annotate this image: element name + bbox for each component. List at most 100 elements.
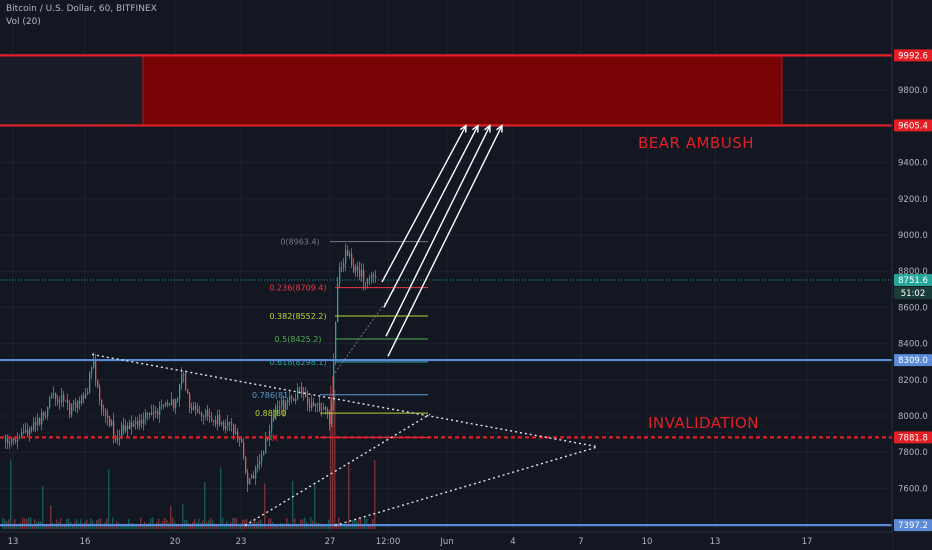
candle-body (249, 478, 251, 485)
price-tag-label: 8309.0 (898, 356, 928, 366)
volume-bar (114, 524, 116, 529)
projection-arrow-shaft (387, 125, 503, 357)
candle-body (111, 420, 113, 426)
projection-arrow-head (471, 124, 479, 133)
candle-body (201, 412, 203, 416)
candle-body (189, 393, 191, 409)
candle-body (5, 435, 7, 442)
candle-body (171, 399, 173, 406)
volume-bar (60, 518, 62, 529)
volume-bar (268, 518, 270, 529)
time-tick-label: 7 (578, 537, 583, 547)
candle-body (137, 421, 139, 426)
volume-bar (136, 523, 138, 529)
volume-bar (152, 517, 154, 529)
volume-legend[interactable]: Vol (20) (6, 17, 41, 27)
time-axis[interactable]: 13 16 20 23 27 12:00 Jun 4 7 10 13 17 (0, 531, 892, 550)
price-tick-label: 8000.0 (898, 412, 928, 422)
volume-bar (94, 525, 96, 529)
fib-level-label: 0.236(8709.4) (269, 284, 326, 293)
volume-bar (72, 524, 74, 529)
candle-body (143, 418, 145, 424)
volume-bar (112, 517, 114, 529)
candle-body (27, 429, 29, 435)
volume-bar (358, 518, 360, 529)
volume-bar (32, 526, 34, 529)
price-tag-box (894, 119, 932, 132)
candle-body (221, 422, 223, 425)
price-tag-box (894, 354, 932, 367)
projection-arrow-head (484, 124, 491, 133)
candle-body (295, 399, 297, 401)
volume-bar (284, 523, 286, 529)
volume-bar (24, 518, 26, 529)
volume-bar (190, 525, 192, 529)
candle-body (223, 422, 225, 429)
candle-body (307, 397, 309, 405)
candle-body (253, 475, 255, 479)
volume-bar (10, 459, 12, 529)
fib-level-label: 0.786(81 (252, 391, 288, 400)
candle-body (133, 424, 135, 427)
volume-bar (228, 525, 230, 529)
price-tick-label: 7600.0 (898, 484, 928, 494)
volume-bar (286, 518, 288, 529)
candle-body (135, 421, 137, 425)
volume-bar (362, 525, 364, 529)
candle-body (15, 440, 17, 442)
volume-bar (214, 523, 216, 529)
chart-annotation-text: INVALIDATION (648, 414, 759, 432)
candle-body (117, 437, 119, 441)
volume-bar (314, 481, 316, 529)
volume-bar (12, 525, 14, 529)
volume-bar (234, 517, 236, 529)
time-tick-label: 20 (170, 537, 181, 547)
volume-bar (224, 523, 226, 529)
candle-body (123, 425, 125, 432)
volume-bar (232, 517, 234, 529)
candle-body (337, 283, 339, 323)
volume-bar (140, 517, 142, 529)
candle-body (241, 439, 243, 443)
candle-body (345, 249, 347, 264)
projection-arrow-head (459, 124, 467, 133)
candle-body (187, 389, 189, 394)
candle-body (351, 254, 353, 266)
volume-bar (198, 518, 200, 529)
candle-body (203, 415, 205, 417)
volume-bar (48, 526, 50, 529)
time-tick-label: 23 (236, 537, 247, 547)
price-axis[interactable]: 7600.0 7800.0 8000.0 8200.0 8400.0 8600.0 8800… (891, 0, 932, 550)
volume-bar (246, 518, 248, 529)
volume-bar (294, 518, 296, 529)
volume-bar (42, 485, 44, 529)
candle-body (13, 438, 15, 441)
volume-bar (124, 525, 126, 529)
candle-body (291, 396, 293, 399)
candle-body (91, 367, 93, 373)
candle-body (263, 453, 265, 456)
volume-bar (146, 526, 148, 529)
volume-bar (170, 506, 172, 529)
volume-bar (16, 523, 18, 529)
candle-body (97, 379, 99, 387)
volume-bar (330, 385, 332, 529)
volume-bar (276, 524, 278, 529)
candle-body (39, 418, 41, 425)
candle-body (183, 373, 185, 375)
volume-bar (164, 517, 166, 529)
candle-body (273, 417, 275, 420)
candle-body (193, 406, 195, 410)
symbol-legend[interactable]: Bitcoin / U.S. Dollar, 60, BITFINEX (6, 4, 157, 14)
candle-body (35, 421, 37, 425)
projection-arrow-shaft (383, 125, 479, 308)
candle-body (93, 359, 95, 368)
candle-body (259, 461, 261, 465)
volume-bar (46, 525, 48, 529)
candle-body (353, 265, 355, 272)
candle-body (365, 282, 367, 284)
volume-bar (364, 517, 366, 529)
candle-body (363, 269, 365, 283)
volume-bar (278, 525, 280, 529)
